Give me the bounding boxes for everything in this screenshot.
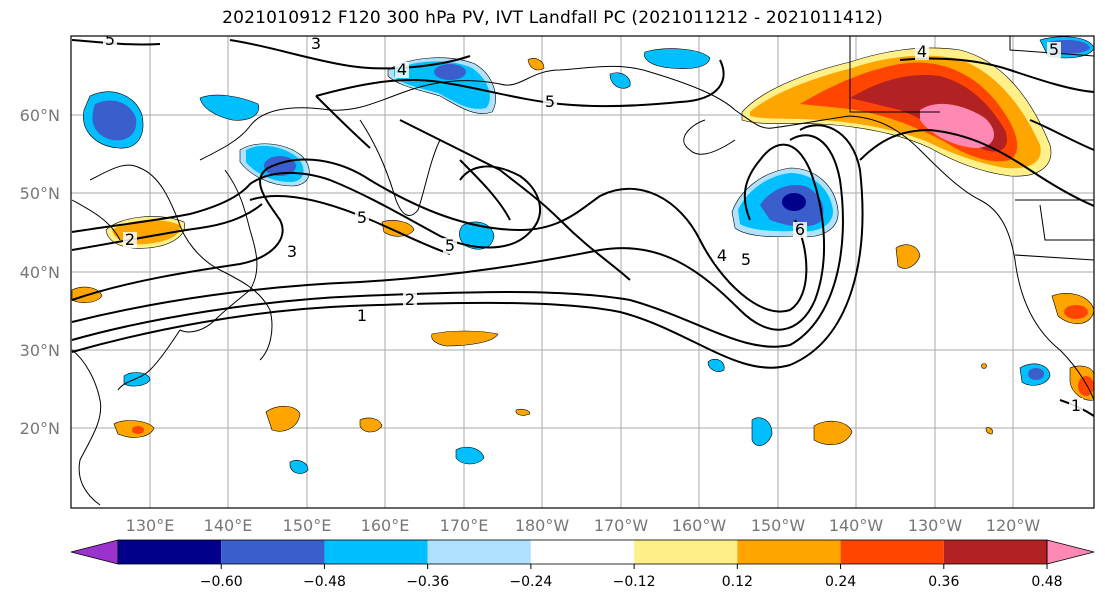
latitude-label: 40°N (20, 263, 60, 282)
contour-label: 4 (717, 246, 727, 265)
colorbar-tick-label: 0.12 (722, 574, 753, 590)
map-frame (70, 35, 1095, 509)
contour-label-bg (285, 244, 299, 260)
colorbar-segment (737, 540, 841, 564)
contour-label-bg (395, 62, 409, 78)
contour-label: 2 (405, 290, 415, 309)
colorbar-segment (221, 540, 325, 564)
colorbar-segment (118, 540, 222, 564)
colorbar: −0.60 −0.48 −0.36 −0.24 −0.12 0.12 0.24 0.36 0.4… (70, 539, 1095, 590)
longitude-labels: 130°E 140°E 150°E 160°E 170°E 180°W 170°W 160°W… (126, 516, 1041, 535)
contour-label-bg (355, 308, 369, 324)
map-title: 2021010912 F120 300 hPa PV, IVT Landfall… (222, 8, 883, 28)
contour-label: 5 (357, 208, 367, 227)
contour-label-bg (309, 36, 323, 52)
contour-label-bg (443, 238, 457, 254)
latitude-label: 30°N (20, 341, 60, 360)
longitude-label: 170°E (440, 516, 489, 535)
colorbar-tick-label: −0.36 (406, 574, 449, 590)
contour-label: 5 (445, 236, 455, 255)
colorbar-segment (943, 540, 1047, 564)
longitude-label: 120°W (986, 516, 1041, 535)
latitude-label: 60°N (20, 106, 60, 125)
longitude-label: 180°W (515, 516, 570, 535)
longitude-label: 150°E (283, 516, 332, 535)
colorbar-tick-label: −0.60 (200, 574, 243, 590)
contour-label: 3 (311, 34, 321, 53)
colorbar-segment (427, 540, 531, 564)
longitude-label: 130°E (126, 516, 175, 535)
contour-label: 2 (125, 230, 135, 249)
colorbar-segment (324, 540, 428, 564)
colorbar-outline (117, 539, 1048, 565)
longitude-label: 160°W (672, 516, 727, 535)
colorbar-segment (634, 540, 738, 564)
colorbar-tick-label: 0.24 (825, 574, 856, 590)
contour-label: 6 (795, 220, 805, 239)
colorbar-tick-label: −0.24 (509, 574, 552, 590)
colorbar-extend-left (70, 539, 119, 565)
latitude-labels: 60°N 50°N 40°N 30°N 20°N (20, 106, 60, 438)
contour-label-bg (543, 94, 557, 110)
contour-label-bg (739, 252, 753, 268)
contour-label: 5 (545, 92, 555, 111)
contour-label-bg (103, 36, 117, 48)
contour-label-bg (403, 292, 417, 308)
longitude-label: 170°W (594, 516, 649, 535)
colorbar-segment (840, 540, 944, 564)
colorbar-extend-right (1046, 539, 1095, 565)
colorbar-tick-label: 0.36 (928, 574, 959, 590)
contour-label: 4 (917, 42, 927, 61)
latitude-label: 20°N (20, 419, 60, 438)
contour-label-bg (1069, 398, 1083, 414)
longitude-label: 130°W (908, 516, 963, 535)
contour-label: 5 (741, 250, 751, 269)
longitude-label: 160°E (361, 516, 410, 535)
colorbar-tick-label: −0.12 (613, 574, 656, 590)
contour-label-bg (123, 232, 137, 248)
contour-label-bg (793, 222, 807, 238)
longitude-label: 140°E (204, 516, 253, 535)
colorbar-tick-label: 0.48 (1031, 574, 1062, 590)
contour-label: 4 (397, 60, 407, 79)
contour-label-bg (355, 210, 369, 226)
longitude-label: 150°W (751, 516, 806, 535)
contour-label: 1 (1071, 396, 1081, 415)
contour-label: 1 (357, 306, 367, 325)
colorbar-tick-label: −0.48 (303, 574, 346, 590)
contour-label-bg (1047, 42, 1061, 58)
colorbar-segment (530, 540, 635, 564)
contour-label-bg (715, 248, 729, 264)
longitude-label: 140°W (829, 516, 884, 535)
contour-label: 5 (1049, 40, 1059, 59)
latitude-label: 50°N (20, 184, 60, 203)
contour-label: 5 (105, 30, 115, 49)
contour-label-bg (915, 44, 929, 60)
contour-label: 3 (287, 242, 297, 261)
